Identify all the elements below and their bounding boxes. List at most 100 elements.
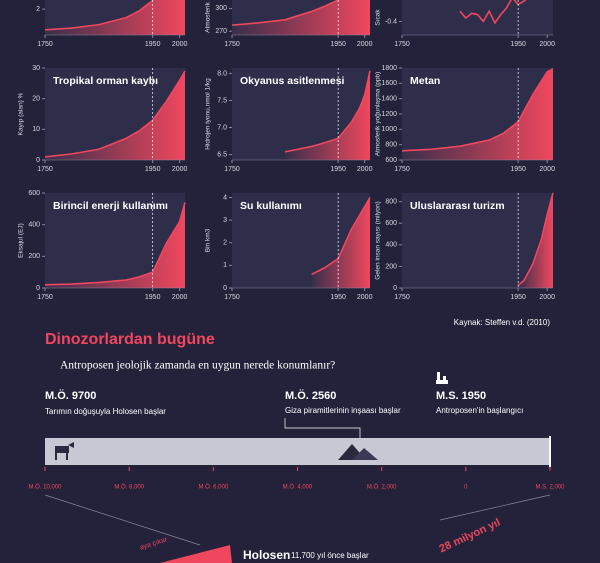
timeline-tick-label: M.Ö. 8,000 [114, 484, 144, 491]
x-tick-label: 2000 [539, 41, 555, 48]
timeline-tick-label: M.S. 2,000 [535, 485, 565, 491]
event-date: M.S. 1950 [436, 390, 486, 402]
timeline-tick-label: M.Ö. 4,000 [283, 484, 313, 491]
line [517, 192, 554, 286]
x-tick-label: 1750 [394, 41, 410, 48]
y-axis-label: Kayıp (alan) % [18, 92, 25, 135]
y-tick-label: 1600 [381, 80, 397, 87]
y-axis-label: Sıcak [375, 9, 382, 26]
x-tick-label: 1750 [394, 294, 410, 301]
timeline-bar [45, 438, 550, 465]
y-tick-label: 800 [385, 142, 397, 149]
x-tick-label: 1950 [145, 166, 161, 173]
area [311, 197, 370, 288]
x-tick-label: 1950 [510, 41, 526, 48]
y-tick-label: 0 [393, 285, 397, 292]
y-tick-label: 30 [32, 65, 40, 72]
x-tick-label: 2000 [539, 294, 555, 301]
event-text: Antroposen'in başlangıcı [436, 406, 523, 415]
line [284, 70, 371, 153]
y-tick-label: 270 [215, 28, 227, 35]
y-tick-label: 0 [223, 285, 227, 292]
red-wedge [160, 545, 232, 563]
timeline-axis: M.Ö. 10,000 M.Ö. 8,000 M.Ö. 6,000 M.Ö. 4,00… [28, 467, 565, 491]
y-tick-label: 0 [36, 285, 40, 292]
y-tick-label: 1200 [381, 111, 397, 118]
y-tick-label: 1400 [381, 96, 397, 103]
cow-icon [55, 442, 74, 460]
y-tick-label: 3 [223, 217, 227, 224]
area [518, 193, 553, 288]
line [401, 68, 554, 152]
area [285, 70, 370, 160]
x-tick-label: 1950 [330, 294, 346, 301]
timeline-tick-label: 0 [464, 485, 468, 491]
event-date: M.Ö. 2560 [285, 389, 336, 402]
y-tick-label: 1000 [381, 126, 397, 133]
chart-title: Birincil enerji kullanımı [53, 200, 168, 212]
y-axis-label: Bin km3 [205, 228, 212, 252]
x-tick-label: 1750 [224, 294, 240, 301]
y-tick-label: 200 [385, 263, 397, 270]
timeline-tick-label: M.Ö. 6,000 [198, 484, 228, 491]
x-tick-label: 1950 [510, 294, 526, 301]
area [45, 202, 185, 288]
source: Kaynak: Steffen v.d. (2010) [454, 318, 551, 327]
y-tick-label: 7.0 [217, 124, 227, 131]
x-tick-label: 1750 [224, 166, 240, 173]
chart-title: Su kullanımı [240, 200, 302, 212]
x-tick-label: 1950 [145, 41, 161, 48]
x-tick-label: 1750 [224, 41, 240, 48]
x-tick-label: 2000 [172, 166, 188, 173]
y-tick-label: 10 [32, 126, 40, 133]
plot-area [402, 0, 553, 35]
line [44, 70, 186, 158]
x-tick-label: 1950 [145, 294, 161, 301]
holosen: Holosen [243, 548, 290, 562]
y-tick-label: 20 [32, 96, 40, 103]
factory-icon [436, 372, 448, 384]
y-tick-label: 7.5 [217, 97, 227, 104]
y-tick-label: 600 [28, 190, 40, 197]
y-tick-label: 200 [28, 253, 40, 260]
x-tick-label: 2000 [539, 166, 555, 173]
area [402, 68, 553, 160]
x-tick-label: 1950 [330, 166, 346, 173]
y-tick-label: 2 [223, 240, 227, 247]
y-tick-label: 8.0 [217, 70, 227, 77]
y-tick-label: 4 [223, 194, 227, 201]
x-tick-label: 2000 [357, 41, 373, 48]
timeline-tick-label: M.Ö. 2,000 [367, 484, 397, 491]
y-tick-label: 400 [385, 242, 397, 249]
line [459, 0, 527, 25]
x-tick-label: 1950 [510, 166, 526, 173]
y-tick-label: 600 [385, 157, 397, 164]
area [45, 71, 185, 160]
y-axis-label: Atmosferik [205, 1, 212, 32]
x-tick-label: 2000 [172, 294, 188, 301]
x-tick-label: 2000 [357, 166, 373, 173]
y-tick-label: 400 [28, 222, 40, 229]
x-tick-label: 1750 [37, 294, 53, 301]
holosen-note: 11,700 yıl önce başlar [291, 551, 369, 560]
x-tick-label: 2000 [357, 294, 373, 301]
line [44, 202, 186, 286]
pyramid-icon [338, 444, 378, 460]
section-title: Dinozorlardan bugüne [45, 331, 215, 348]
x-tick-label: 1750 [37, 41, 53, 48]
y-tick-label: -0.4 [385, 18, 397, 25]
y-tick-label: 2 [36, 6, 40, 13]
y-tick-label: 6.5 [217, 151, 227, 158]
funnel [44, 494, 551, 546]
x-tick-label: 1950 [330, 41, 346, 48]
y-axis-label: Gelen insan sayısı (milyon) [375, 201, 382, 279]
chart-title: Tropikal orman kaybı [53, 75, 158, 87]
line [311, 197, 371, 276]
y-axis-label: Atmosferik yoğunlaşma (ppb) [375, 72, 382, 157]
x-tick-label: 1750 [37, 166, 53, 173]
y-tick-label: 300 [215, 5, 227, 12]
y-tick-label: 1 [223, 262, 227, 269]
y-tick-label: 1800 [381, 65, 397, 72]
line [231, 0, 340, 26]
